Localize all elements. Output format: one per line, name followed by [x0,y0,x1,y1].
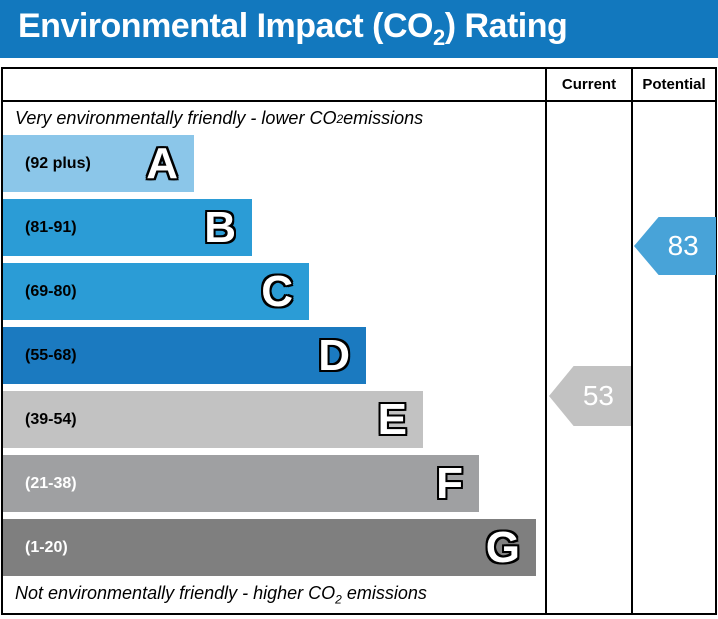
band-g: (1-20) G [3,519,536,576]
band-range: (81-91) [25,218,77,236]
band-b: (81-91) B [3,199,252,256]
band-letter: D [318,330,350,380]
top-note-subscript: 2 [336,111,344,126]
page-title: Environmental Impact (CO2) Rating [18,7,568,51]
current-rating-arrow: 53 [549,366,631,426]
band-range: (55-68) [25,346,77,364]
page-title-subscript: 2 [432,24,445,50]
bottom-note-subscript: 2 [335,592,342,607]
page-title-text: Environmental Impact (CO [18,7,433,46]
bottom-note-text-end: emissions [341,583,427,603]
header-potential: Potential [631,69,715,100]
band-range: (92 plus) [25,154,91,172]
table-header-row: Current Potential [3,69,715,102]
potential-column: 83 [631,102,716,613]
current-rating-value: 53 [582,380,614,411]
band-letter: E [377,394,407,444]
page-title-text-end: ) Rating [444,7,568,46]
top-note-text-end: emissions [343,108,424,128]
potential-rating-arrow: 83 [634,217,716,275]
rating-table: Current Potential Very environmentally f… [1,67,717,615]
band-range: (39-54) [25,410,77,428]
top-note-text: Very environmentally friendly - lower CO [15,108,337,128]
bottom-note: Not environmentally friendly - higher CO… [3,583,545,607]
band-range: (69-80) [25,282,77,300]
band-letter: G [485,522,520,572]
band-f: (21-38) F [3,455,479,512]
band-c: (69-80) C [3,263,309,320]
table-body-row: Very environmentally friendly - lower CO… [3,102,716,613]
band-letter: C [261,266,293,316]
band-range: (21-38) [25,474,77,492]
top-note: Very environmentally friendly - lower CO… [3,102,545,135]
band-range: (1-20) [25,538,68,556]
current-column: 53 [545,102,631,613]
band-e: (39-54) E [3,391,423,448]
bottom-note-text: Not environmentally friendly - higher CO [15,583,336,603]
band-a: (92 plus) A [3,135,194,192]
band-letter: A [146,138,178,188]
band-d: (55-68) D [3,327,366,384]
bands-column: Very environmentally friendly - lower CO… [3,102,545,613]
band-letter: B [204,202,236,252]
header-current: Current [545,69,631,100]
header-spacer [3,69,545,100]
band-letter: F [436,458,463,508]
potential-rating-value: 83 [667,230,699,261]
title-bar: Environmental Impact (CO2) Rating [0,0,718,58]
